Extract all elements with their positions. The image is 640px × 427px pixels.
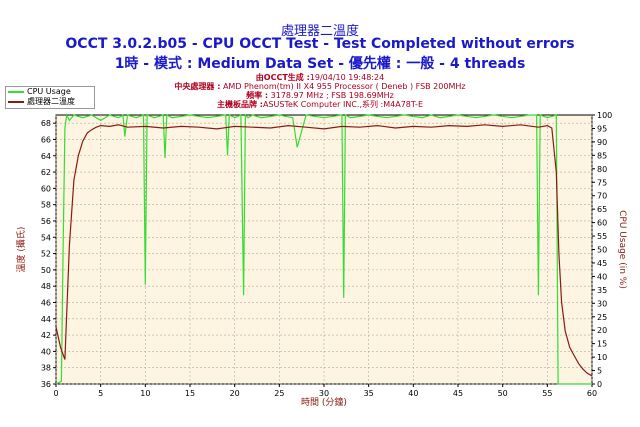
info-generated-label: 由OCCT生成 :: [255, 73, 310, 82]
y-left-tick-label: 48: [41, 282, 51, 291]
y-left-tick-label: 44: [41, 315, 51, 324]
y-right-tick-label: 75: [597, 178, 607, 187]
legend-item-temperature: 處理器二溫度: [8, 97, 75, 107]
y-left-tick-label: 38: [41, 364, 51, 373]
y-left-tick-label: 66: [41, 135, 51, 144]
info-cpu-value: AMD Phenom(tm) II X4 955 Processor ( Den…: [222, 82, 466, 91]
x-tick-label: 0: [53, 389, 58, 398]
y-left-tick-label: 36: [41, 380, 51, 389]
y-right-tick-label: 80: [597, 165, 607, 174]
legend-swatch-cpu-usage: [8, 90, 24, 93]
y-axis-right-label: CPU Usage (in %): [617, 210, 627, 289]
y-right-tick-label: 30: [597, 299, 607, 308]
info-motherboard-label: 主機板品牌 :: [216, 100, 263, 109]
y-left-tick-label: 68: [41, 119, 51, 128]
y-left-tick-label: 60: [41, 184, 51, 193]
x-tick-label: 35: [364, 389, 374, 398]
y-right-tick-label: 25: [597, 313, 607, 322]
legend-label-temperature: 處理器二溫度: [27, 97, 75, 106]
y-left-tick-label: 56: [41, 217, 51, 226]
info-frequency: 頻率 : 3178.97 MHz ; FSB 198.69MHz: [0, 91, 640, 101]
chart-legend: CPU Usage 處理器二溫度: [5, 86, 95, 109]
chart-title-sensor: 處理器二溫度: [280, 24, 359, 39]
y-right-tick-label: 65: [597, 205, 607, 214]
x-tick-label: 30: [319, 389, 329, 398]
y-left-tick-label: 42: [41, 331, 51, 340]
y-right-tick-label: 0: [597, 380, 602, 389]
info-motherboard: 主機板品牌 :ASUSTeK Computer INC.,系列 :M4A78T-…: [0, 100, 640, 110]
x-tick-label: 5: [98, 389, 103, 398]
info-generated-value: 19/04/10 19:48:24: [309, 73, 385, 82]
info-cpu: 中央處理器 : AMD Phenom(tm) II X4 955 Process…: [0, 82, 640, 92]
info-generated: 由OCCT生成 :19/04/10 19:48:24: [0, 73, 640, 83]
chart-title-mode: 1時 - 模式 : Medium Data Set - 優先權 : 一般 - 4…: [114, 56, 526, 72]
y-right-tick-label: 100: [597, 111, 612, 120]
chart-title-test: OCCT 3.0.2.b05 - CPU OCCT Test - Test Co…: [65, 36, 575, 52]
info-frequency-label: 頻率 :: [246, 91, 269, 100]
y-right-tick-label: 85: [597, 151, 607, 160]
y-axis-left-label: 溫度 (攝氏): [15, 227, 27, 273]
series-line-temperature: [55, 124, 593, 377]
legend-item-cpu-usage: CPU Usage: [8, 87, 71, 97]
y-left-tick-label: 50: [41, 266, 51, 275]
info-frequency-value: 3178.97 MHz ; FSB 198.69MHz: [270, 91, 394, 100]
x-tick-label: 45: [453, 389, 463, 398]
y-left-tick-label: 40: [41, 347, 51, 356]
x-tick-label: 15: [185, 389, 195, 398]
x-tick-label: 25: [274, 389, 284, 398]
legend-swatch-temperature: [8, 100, 24, 103]
y-left-tick-label: 46: [41, 298, 51, 307]
y-right-tick-label: 45: [597, 259, 607, 268]
y-left-tick-label: 58: [41, 201, 51, 210]
y-right-tick-label: 55: [597, 232, 607, 241]
y-left-tick-label: 64: [41, 152, 51, 161]
y-right-tick-label: 90: [597, 138, 607, 147]
y-right-tick-label: 40: [597, 272, 607, 281]
x-tick-label: 50: [498, 389, 508, 398]
x-tick-label: 10: [140, 389, 150, 398]
y-right-tick-label: 15: [597, 340, 607, 349]
x-tick-label: 55: [542, 389, 552, 398]
x-tick-label: 60: [587, 389, 597, 398]
series-line-cpu-usage: [55, 112, 592, 385]
legend-label-cpu-usage: CPU Usage: [27, 87, 71, 96]
y-left-tick-label: 52: [41, 250, 51, 259]
y-right-tick-label: 50: [597, 246, 607, 255]
y-left-tick-label: 62: [41, 168, 51, 177]
info-cpu-label: 中央處理器 :: [174, 82, 221, 91]
y-right-tick-label: 10: [597, 353, 607, 362]
y-right-tick-label: 95: [597, 124, 607, 133]
y-right-tick-label: 60: [597, 219, 607, 228]
y-left-tick-label: 54: [41, 233, 51, 242]
x-tick-label: 40: [408, 389, 418, 398]
y-right-tick-label: 70: [597, 192, 607, 201]
y-right-tick-label: 35: [597, 286, 607, 295]
y-right-tick-label: 5: [597, 367, 602, 376]
info-motherboard-value: ASUSTeK Computer INC.,系列 :M4A78T-E: [262, 100, 423, 109]
x-tick-label: 20: [230, 389, 240, 398]
x-axis-label: 時間 (分鐘): [301, 396, 347, 408]
y-right-tick-label: 20: [597, 326, 607, 335]
